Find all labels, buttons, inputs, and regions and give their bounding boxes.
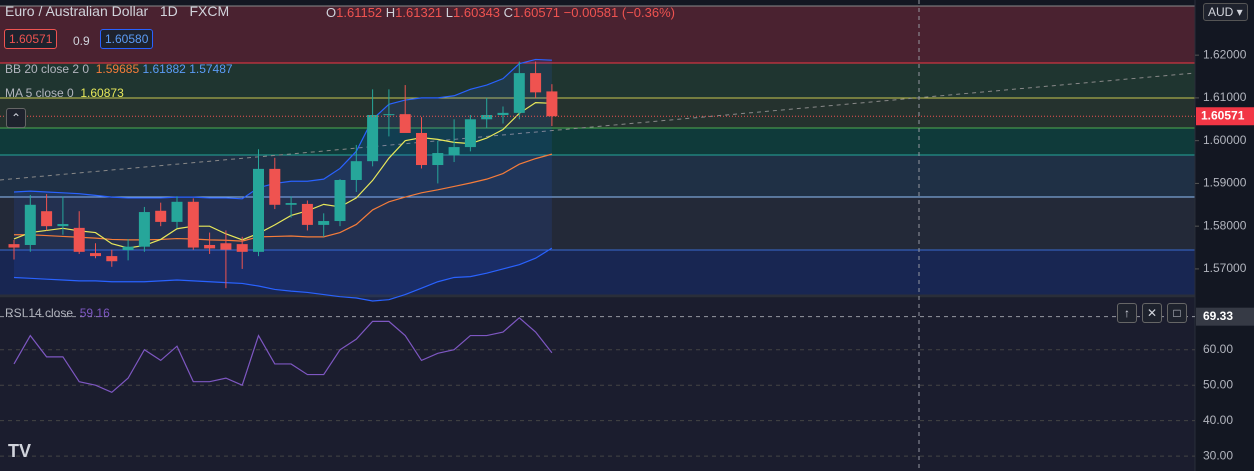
candle-body (301, 203, 313, 225)
candle-body (106, 256, 118, 262)
candle-body (90, 253, 101, 257)
candle-body (432, 153, 444, 166)
candle-body (155, 210, 167, 222)
zone (0, 250, 1195, 295)
candle-body (530, 73, 542, 93)
candle-body (269, 168, 281, 205)
candle-body (318, 221, 330, 225)
candle-body (399, 114, 411, 133)
candle-body (253, 168, 264, 252)
candle-body (367, 115, 379, 162)
rsi-line (13, 317, 553, 394)
bb-lower (13, 247, 553, 302)
y-tick-label: 1.59000 (1203, 176, 1247, 190)
crosshair-label: 69.33 (1203, 309, 1233, 323)
ma-legend: MA 5 close 0 1.60873 (5, 86, 124, 100)
candle-body (285, 203, 297, 205)
candle-body (513, 73, 525, 113)
candle-body (122, 246, 134, 251)
sell-button[interactable]: 1.60571 (4, 29, 58, 49)
symbol-title: Euro / Australian Dollar 1D FXCM (5, 3, 230, 19)
candle-body (204, 244, 216, 249)
pane-up-button[interactable]: ↑ (1117, 303, 1137, 323)
pane-close-button[interactable]: ✕ (1142, 303, 1162, 323)
y-tick-label: 1.58000 (1203, 218, 1247, 232)
candle-body (220, 243, 232, 250)
zone (0, 6, 1195, 63)
collapse-button[interactable]: ⌃ (6, 108, 26, 128)
candle-body (73, 227, 85, 252)
buy-button[interactable]: 1.60580 (100, 29, 154, 49)
last-price-label: 1.60571 (1201, 108, 1245, 122)
logo: TV (8, 441, 32, 461)
candle-body (334, 179, 346, 222)
zone (0, 155, 1195, 197)
y-tick-label: 1.61000 (1203, 90, 1247, 104)
ma-line (13, 102, 552, 249)
candle-body (464, 119, 476, 148)
candle-body (138, 212, 150, 247)
y-tick-label: 1.62000 (1203, 47, 1247, 61)
currency-button[interactable]: AUD ▾ (1203, 3, 1248, 21)
rsi-pane (0, 298, 1195, 471)
candle-body (236, 244, 248, 252)
rsi-legend: RSI 14 close 59.16 (5, 306, 110, 320)
crosshair-box (1196, 307, 1254, 326)
candle-body (350, 161, 362, 180)
candle-body (187, 201, 199, 248)
y-tick-label: 1.57000 (1203, 261, 1247, 275)
candle-body (448, 147, 460, 156)
bb-upper (13, 58, 552, 200)
zone (0, 63, 1195, 98)
candle-body (383, 114, 395, 116)
zone (0, 197, 1195, 250)
spread: 0.9 (73, 34, 90, 48)
candle-body (481, 115, 493, 120)
rsi-tick-label: 50.00 (1203, 377, 1233, 391)
candle-body (41, 211, 53, 227)
rsi-tick-label: 60.00 (1203, 342, 1233, 356)
candle-body (57, 224, 69, 227)
candle-body (171, 201, 183, 222)
ohlc-legend: O1.61152 H1.61321 L1.60343 C1.60571 −0.0… (326, 5, 675, 20)
bb-legend: BB 20 close 2 0 1.59685 1.61882 1.57487 (5, 62, 233, 76)
pane-maximize-button[interactable]: □ (1167, 303, 1187, 323)
zone (0, 128, 1195, 155)
zone (0, 98, 1195, 128)
candle-body (416, 132, 427, 166)
last-price-box (1196, 107, 1254, 126)
candle-body (546, 91, 558, 117)
rsi-tick-label: 40.00 (1203, 413, 1233, 427)
candle-body (497, 112, 509, 116)
y-tick-label: 1.60000 (1203, 133, 1247, 147)
candle-body (24, 204, 36, 245)
rsi-tick-label: 30.00 (1203, 448, 1233, 462)
candle-body (8, 244, 20, 248)
